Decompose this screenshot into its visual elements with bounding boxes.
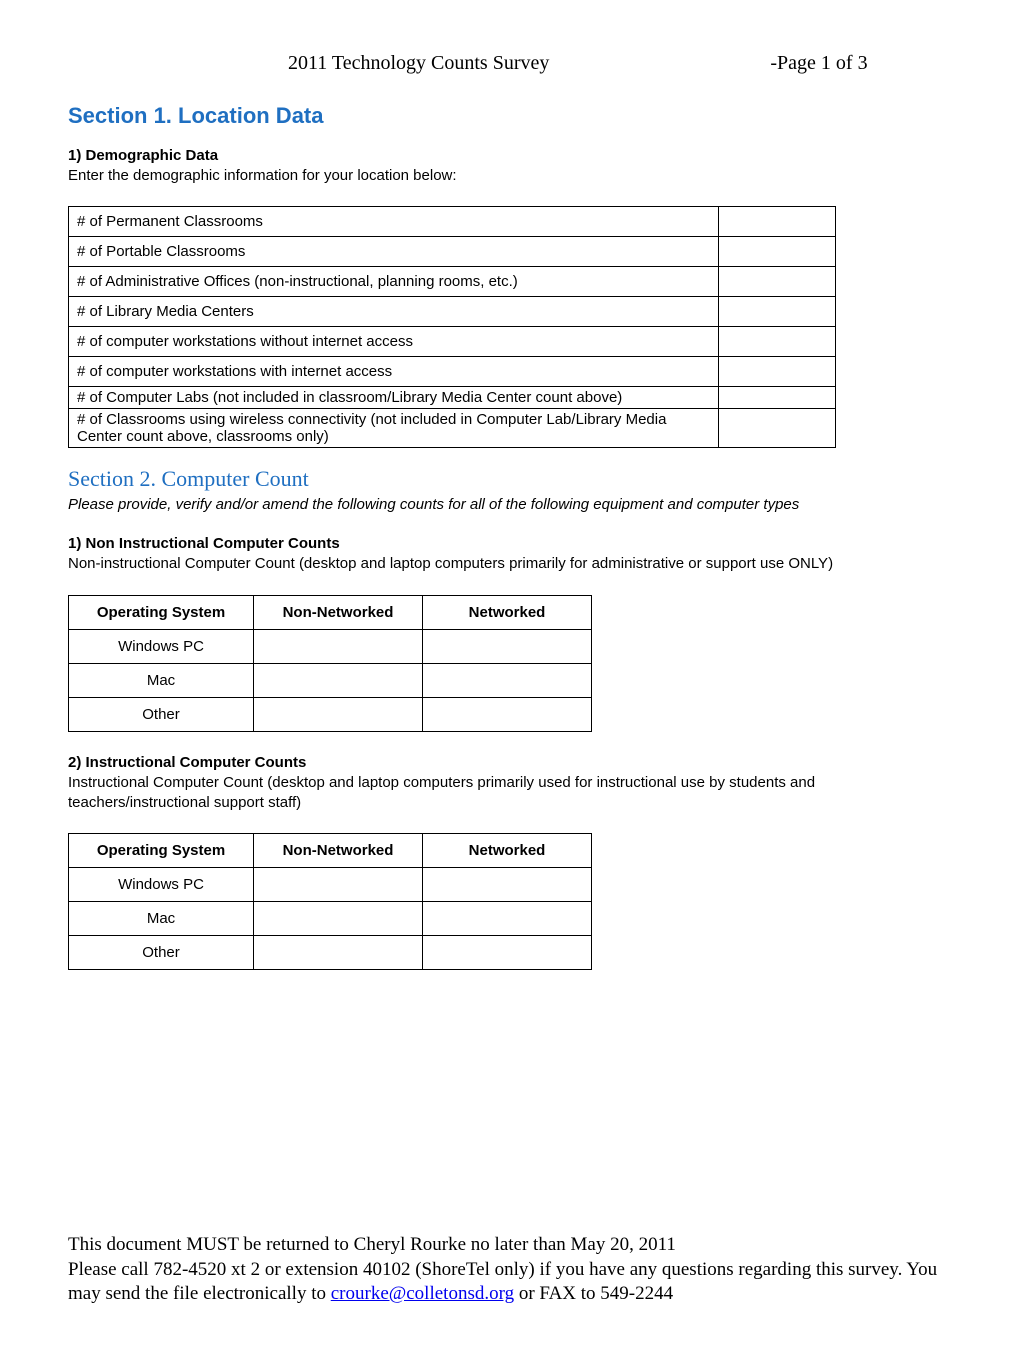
demo-label: # of Permanent Classrooms — [69, 207, 719, 237]
demo-input-cell[interactable] — [718, 297, 835, 327]
q2-2-heading: 2) Instructional Computer Counts — [68, 754, 952, 771]
table-row: # of computer workstations without inter… — [69, 327, 836, 357]
count-input-cell[interactable] — [423, 902, 592, 936]
table-row: # of Administrative Offices (non-instruc… — [69, 267, 836, 297]
table-row: Windows PC — [69, 868, 592, 902]
col-header: Non-Networked — [254, 595, 423, 629]
count-input-cell[interactable] — [254, 629, 423, 663]
demo-label: # of computer workstations without inter… — [69, 327, 719, 357]
count-input-cell[interactable] — [254, 663, 423, 697]
page-header: 2011 Technology Counts Survey -Page 1 of… — [68, 52, 952, 75]
table-row: # of Computer Labs (not included in clas… — [69, 387, 836, 409]
question-1-demographic: 1) Demographic Data Enter the demographi… — [68, 147, 952, 448]
demo-label: # of Classrooms using wireless connectiv… — [69, 409, 719, 448]
demo-input-cell[interactable] — [718, 267, 835, 297]
count-input-cell[interactable] — [254, 936, 423, 970]
table-row: # of computer workstations with internet… — [69, 357, 836, 387]
demo-input-cell[interactable] — [718, 387, 835, 409]
header-title: 2011 Technology Counts Survey — [288, 52, 549, 75]
q2-2-instruction: Instructional Computer Count (desktop an… — [68, 773, 952, 814]
col-header: Networked — [423, 595, 592, 629]
footer-line-2: Please call 782-4520 xt 2 or extension 4… — [68, 1258, 952, 1307]
q2-1-heading: 1) Non Instructional Computer Counts — [68, 535, 952, 552]
count-input-cell[interactable] — [423, 629, 592, 663]
section-1-title: Section 1. Location Data — [68, 103, 952, 129]
count-input-cell[interactable] — [423, 868, 592, 902]
table-row: Other — [69, 697, 592, 731]
os-label: Windows PC — [69, 868, 254, 902]
instructional-table: Operating System Non-Networked Networked… — [68, 833, 592, 970]
footer-instructions: This document MUST be returned to Cheryl… — [68, 1233, 952, 1307]
table-row: # of Portable Classrooms — [69, 237, 836, 267]
demographic-table: # of Permanent Classrooms # of Portable … — [68, 206, 836, 448]
table-row: Mac — [69, 663, 592, 697]
table-row: Windows PC — [69, 629, 592, 663]
count-input-cell[interactable] — [254, 902, 423, 936]
demo-input-cell[interactable] — [718, 357, 835, 387]
footer-email-link[interactable]: crourke@colletonsd.org — [331, 1283, 514, 1304]
demo-input-cell[interactable] — [718, 327, 835, 357]
noninstructional-table: Operating System Non-Networked Networked… — [68, 595, 592, 732]
table-row: # of Permanent Classrooms — [69, 207, 836, 237]
count-input-cell[interactable] — [254, 697, 423, 731]
question-2-2-instructional: 2) Instructional Computer Counts Instruc… — [68, 754, 952, 971]
q1-heading: 1) Demographic Data — [68, 147, 952, 164]
demo-input-cell[interactable] — [718, 409, 835, 448]
col-header: Operating System — [69, 834, 254, 868]
os-label: Other — [69, 697, 254, 731]
demo-input-cell[interactable] — [718, 237, 835, 267]
page-container: 2011 Technology Counts Survey -Page 1 of… — [0, 0, 1020, 1361]
os-label: Mac — [69, 663, 254, 697]
count-input-cell[interactable] — [254, 868, 423, 902]
demo-label: # of Computer Labs (not included in clas… — [69, 387, 719, 409]
demo-input-cell[interactable] — [718, 207, 835, 237]
os-label: Other — [69, 936, 254, 970]
table-header-row: Operating System Non-Networked Networked — [69, 595, 592, 629]
section-2-title: Section 2. Computer Count — [68, 466, 952, 492]
table-header-row: Operating System Non-Networked Networked — [69, 834, 592, 868]
count-input-cell[interactable] — [423, 697, 592, 731]
os-label: Mac — [69, 902, 254, 936]
count-input-cell[interactable] — [423, 663, 592, 697]
count-input-cell[interactable] — [423, 936, 592, 970]
q2-1-instruction: Non-instructional Computer Count (deskto… — [68, 554, 952, 574]
col-header: Networked — [423, 834, 592, 868]
table-row: # of Classrooms using wireless connectiv… — [69, 409, 836, 448]
table-row: # of Library Media Centers — [69, 297, 836, 327]
col-header: Operating System — [69, 595, 254, 629]
footer-text-b: or FAX to 549-2244 — [514, 1283, 673, 1304]
header-page-indicator: -Page 1 of 3 — [770, 52, 867, 75]
demo-label: # of computer workstations with internet… — [69, 357, 719, 387]
demo-label: # of Portable Classrooms — [69, 237, 719, 267]
demo-label: # of Administrative Offices (non-instruc… — [69, 267, 719, 297]
table-row: Other — [69, 936, 592, 970]
demo-label: # of Library Media Centers — [69, 297, 719, 327]
os-label: Windows PC — [69, 629, 254, 663]
section-2-instruction: Please provide, verify and/or amend the … — [68, 496, 952, 513]
table-row: Mac — [69, 902, 592, 936]
question-2-1-noninstructional: 1) Non Instructional Computer Counts Non… — [68, 535, 952, 731]
footer-line-1: This document MUST be returned to Cheryl… — [68, 1233, 952, 1258]
q1-instruction: Enter the demographic information for yo… — [68, 166, 952, 186]
col-header: Non-Networked — [254, 834, 423, 868]
